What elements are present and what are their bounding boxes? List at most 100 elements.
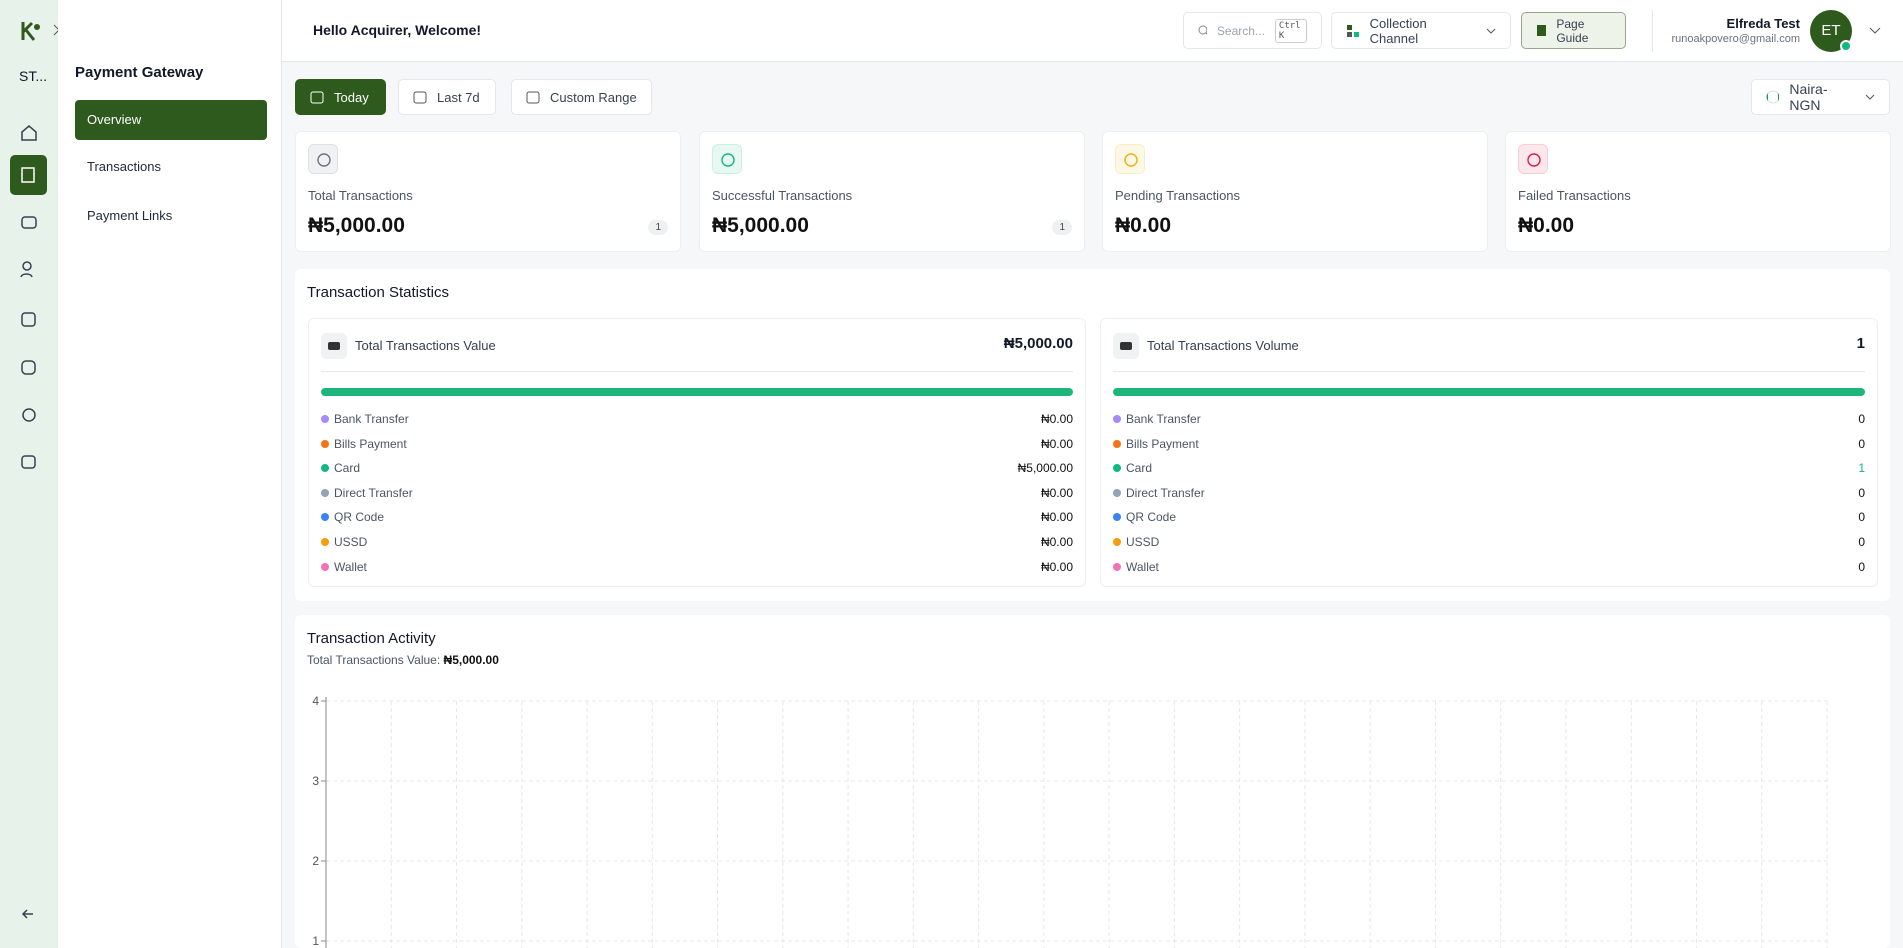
chevron: [1866, 94, 1875, 100]
legend-dot: [1113, 488, 1121, 497]
legend-dot: [321, 415, 329, 423]
card-amount: ₦0.00: [1518, 214, 1575, 237]
breakdown-row: Bank Transfer 0: [1113, 411, 1865, 427]
card-label: Failed Transactions: [1518, 188, 1631, 203]
statistics-title: Transaction Statistics: [307, 284, 449, 301]
legend-dot: [321, 464, 329, 473]
user-menu[interactable]: [1869, 26, 1881, 36]
range-button[interactable]: Last 7d: [398, 79, 496, 115]
menu-item[interactable]: Overview: [75, 100, 267, 140]
breakdown-row: Bills Payment ₦0.00: [321, 436, 1073, 452]
section-title: Payment Gateway: [75, 64, 204, 81]
stat-panel: Total Transactions Value ₦5,000.00 Bank Tr…: [308, 318, 1086, 587]
row-label: Bills Payment: [334, 436, 407, 451]
legend-dot: [321, 439, 329, 448]
nav-icons: [20, 125, 37, 919]
avatar[interactable]: ET: [1810, 10, 1852, 52]
status-dot: [1840, 40, 1852, 52]
calendar-icon: [310, 91, 324, 104]
summary-card: Failed Transactions ₦0.00: [1505, 131, 1891, 252]
divider: [1652, 10, 1653, 52]
card-label: Pending Transactions: [1115, 188, 1241, 203]
y-tick-label: 4: [312, 694, 319, 708]
page-guide[interactable]: Page Guide: [1521, 12, 1626, 49]
activity-summary: Total Transactions Value: ₦5,000.00: [307, 653, 499, 667]
card-icon: [308, 144, 338, 174]
row-label: Direct Transfer: [334, 485, 413, 500]
row-label: Bank Transfer: [1126, 412, 1201, 426]
legend-dot: [1113, 439, 1121, 448]
row-label: QR Code: [334, 510, 385, 525]
summary-card: Total Transactions ₦5,000.00 1: [295, 131, 681, 252]
row-label: Bills Payment: [1126, 436, 1199, 451]
icon-rail: ST...: [0, 0, 58, 948]
row-label: Direct Transfer: [1126, 485, 1205, 500]
row-value: 0: [1858, 559, 1865, 574]
range-label: Today: [334, 89, 369, 105]
breakdown-row: USSD 0: [1113, 534, 1865, 550]
row-value: ₦0.00: [1040, 510, 1073, 525]
row-label: Card: [1126, 461, 1153, 476]
range-label: Custom Range: [550, 89, 637, 105]
row-value: ₦0.00: [1040, 535, 1073, 549]
channel-select[interactable]: Collection Channel: [1331, 12, 1511, 49]
range-label: Last 7d: [437, 89, 480, 105]
flag: [1766, 90, 1780, 104]
user-email: runoakpovero@gmail.com: [1671, 33, 1800, 45]
guide: Page Guide: [1556, 16, 1589, 45]
summary-card: Successful Transactions ₦5,000.00 1: [699, 131, 1085, 252]
row-value: ₦0.00: [1040, 485, 1073, 500]
breakdown-row: Bank Transfer ₦0.00: [321, 411, 1073, 427]
stat-panel: Total Transactions Volume 1 Bank Transfer 0…: [1100, 318, 1878, 587]
breakdown-row: Direct Transfer ₦0.00: [321, 485, 1073, 501]
stat-icon: [1113, 333, 1139, 359]
row-value: 0: [1858, 485, 1865, 500]
range-button[interactable]: Today: [295, 79, 386, 115]
currency-select[interactable]: Naira-NGN: [1751, 79, 1890, 115]
row-value: 0: [1858, 436, 1865, 451]
currency: Naira-NGN: [1789, 81, 1828, 113]
row-value: ₦0.00: [1040, 436, 1073, 451]
breakdown-row: Bills Payment 0: [1113, 436, 1865, 452]
row-label: Wallet: [1126, 559, 1159, 574]
progress-bar: [321, 388, 1073, 396]
menu-item[interactable]: Payment Links: [87, 208, 173, 223]
legend-dot: [321, 562, 329, 571]
summary-label: Total Transactions Value:: [307, 653, 441, 667]
stat-icon: [321, 333, 347, 359]
y-tick-label: 3: [312, 774, 319, 788]
row-value: 0: [1858, 535, 1865, 549]
row-value: ₦0.00: [1040, 412, 1073, 426]
stat-glyph: [1120, 342, 1132, 350]
menu-item[interactable]: Transactions: [87, 159, 161, 174]
stat-total: ₦5,000.00: [1003, 335, 1073, 352]
stat-glyph: [328, 342, 340, 350]
search-placeholder: Search...: [1216, 23, 1265, 38]
card-icon: [1518, 144, 1548, 174]
stat-title: Total Transactions Value: [355, 338, 496, 353]
legend-dot: [1113, 513, 1121, 522]
card-glyph: [1124, 153, 1138, 167]
card-icon: [1115, 144, 1145, 174]
active-nav[interactable]: [10, 155, 47, 195]
progress-bar: [1113, 388, 1865, 396]
card-count: 1: [648, 220, 668, 235]
row-label: Wallet: [334, 559, 367, 574]
card-label: Total Transactions: [308, 188, 413, 203]
breakdown-row: Wallet ₦0.00: [321, 559, 1073, 575]
y-tick-label: 2: [312, 854, 319, 868]
row-value: ₦0.00: [1040, 559, 1073, 574]
stat-title: Total Transactions Volume: [1147, 338, 1299, 353]
workspace: ST...: [19, 68, 48, 84]
summary-card: Pending Transactions ₦0.00: [1102, 131, 1488, 252]
sidebar: Payment Gateway Overview Transactions Paym…: [58, 0, 282, 948]
activity-chart: 1 2 3 4: [312, 694, 1828, 948]
calendar-icon: [413, 91, 427, 104]
breakdown-row: Direct Transfer 0: [1113, 485, 1865, 501]
legend-dot: [321, 538, 329, 546]
range-button[interactable]: Custom Range: [511, 79, 652, 115]
activity-panel: Transaction Activity Total Transactions …: [295, 615, 1890, 948]
search[interactable]: Search... Ctrl K: [1183, 12, 1322, 49]
card-amount: ₦5,000.00: [712, 214, 809, 237]
